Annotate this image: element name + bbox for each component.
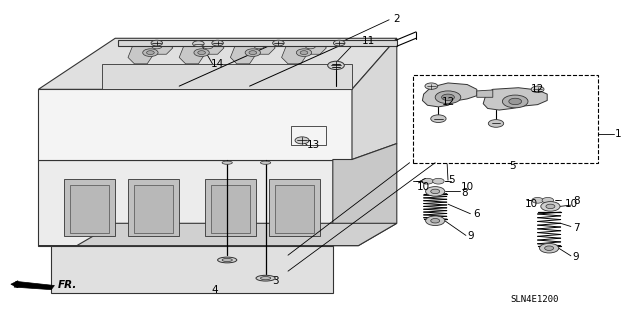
Circle shape (546, 204, 555, 209)
Circle shape (152, 44, 162, 49)
Polygon shape (51, 246, 333, 293)
Circle shape (193, 41, 204, 47)
Circle shape (212, 40, 223, 46)
Circle shape (333, 40, 345, 46)
Polygon shape (483, 88, 547, 110)
Text: 8: 8 (573, 196, 579, 206)
Ellipse shape (222, 161, 232, 164)
Text: 14: 14 (211, 59, 225, 69)
Polygon shape (352, 38, 397, 160)
Ellipse shape (222, 258, 232, 262)
Circle shape (431, 189, 440, 194)
Bar (205, 179, 256, 236)
Circle shape (425, 83, 438, 89)
Circle shape (273, 40, 284, 46)
Bar (275, 185, 314, 233)
Circle shape (431, 219, 440, 223)
Text: 2: 2 (394, 14, 400, 24)
Polygon shape (38, 223, 397, 246)
Polygon shape (102, 64, 352, 89)
Text: 10: 10 (524, 199, 538, 209)
Text: 10: 10 (417, 182, 430, 192)
Bar (211, 185, 250, 233)
Circle shape (488, 120, 504, 127)
Ellipse shape (260, 277, 271, 280)
Circle shape (545, 246, 554, 250)
Circle shape (254, 44, 264, 49)
Text: 9: 9 (467, 231, 474, 241)
Polygon shape (477, 90, 493, 97)
Text: 13: 13 (307, 140, 321, 150)
Circle shape (305, 44, 316, 49)
Circle shape (300, 51, 308, 55)
Text: 5: 5 (448, 175, 454, 185)
Circle shape (433, 178, 444, 184)
Text: 5: 5 (509, 161, 515, 171)
Text: 12: 12 (531, 84, 544, 94)
Circle shape (442, 94, 454, 100)
Polygon shape (333, 144, 397, 246)
Circle shape (194, 49, 209, 56)
Circle shape (295, 137, 309, 144)
Circle shape (531, 86, 544, 93)
Polygon shape (14, 281, 54, 290)
Text: 1: 1 (614, 129, 621, 139)
Polygon shape (118, 40, 397, 46)
Polygon shape (179, 41, 224, 64)
Circle shape (143, 49, 158, 56)
Polygon shape (11, 281, 18, 288)
Text: 10: 10 (461, 182, 474, 192)
Circle shape (198, 51, 205, 55)
Text: 12: 12 (442, 97, 454, 107)
Circle shape (426, 187, 445, 196)
Text: 8: 8 (461, 188, 467, 198)
Circle shape (502, 95, 528, 108)
Circle shape (541, 202, 560, 211)
Circle shape (422, 178, 433, 184)
Text: 7: 7 (573, 223, 579, 233)
Ellipse shape (260, 161, 271, 164)
Text: SLN4E1200: SLN4E1200 (510, 295, 559, 304)
Bar (269, 179, 320, 236)
Bar (70, 185, 109, 233)
Circle shape (328, 61, 344, 70)
Text: 6: 6 (474, 209, 480, 219)
Polygon shape (422, 83, 477, 107)
Circle shape (147, 51, 154, 55)
Polygon shape (128, 41, 173, 64)
Text: 9: 9 (573, 252, 579, 262)
Circle shape (435, 91, 461, 104)
Circle shape (249, 51, 257, 55)
Bar (413, 75, 598, 163)
Circle shape (542, 197, 554, 203)
Polygon shape (230, 41, 275, 64)
Circle shape (151, 40, 163, 46)
Circle shape (203, 44, 213, 49)
Ellipse shape (218, 257, 237, 263)
Text: FR.: FR. (58, 279, 77, 290)
Circle shape (540, 243, 559, 253)
Text: 11: 11 (362, 36, 376, 47)
Text: 3: 3 (272, 276, 278, 286)
Polygon shape (38, 160, 333, 246)
Text: 10: 10 (564, 199, 578, 209)
Bar (128, 179, 179, 236)
Circle shape (532, 197, 543, 203)
Text: 4: 4 (211, 285, 218, 295)
Circle shape (509, 98, 522, 105)
Bar (64, 179, 115, 236)
Polygon shape (282, 41, 326, 64)
Circle shape (426, 216, 445, 226)
Circle shape (245, 49, 260, 56)
Circle shape (296, 49, 312, 56)
Bar (134, 185, 173, 233)
Polygon shape (38, 89, 352, 160)
Circle shape (431, 115, 446, 122)
Ellipse shape (256, 275, 275, 281)
Polygon shape (38, 38, 397, 89)
